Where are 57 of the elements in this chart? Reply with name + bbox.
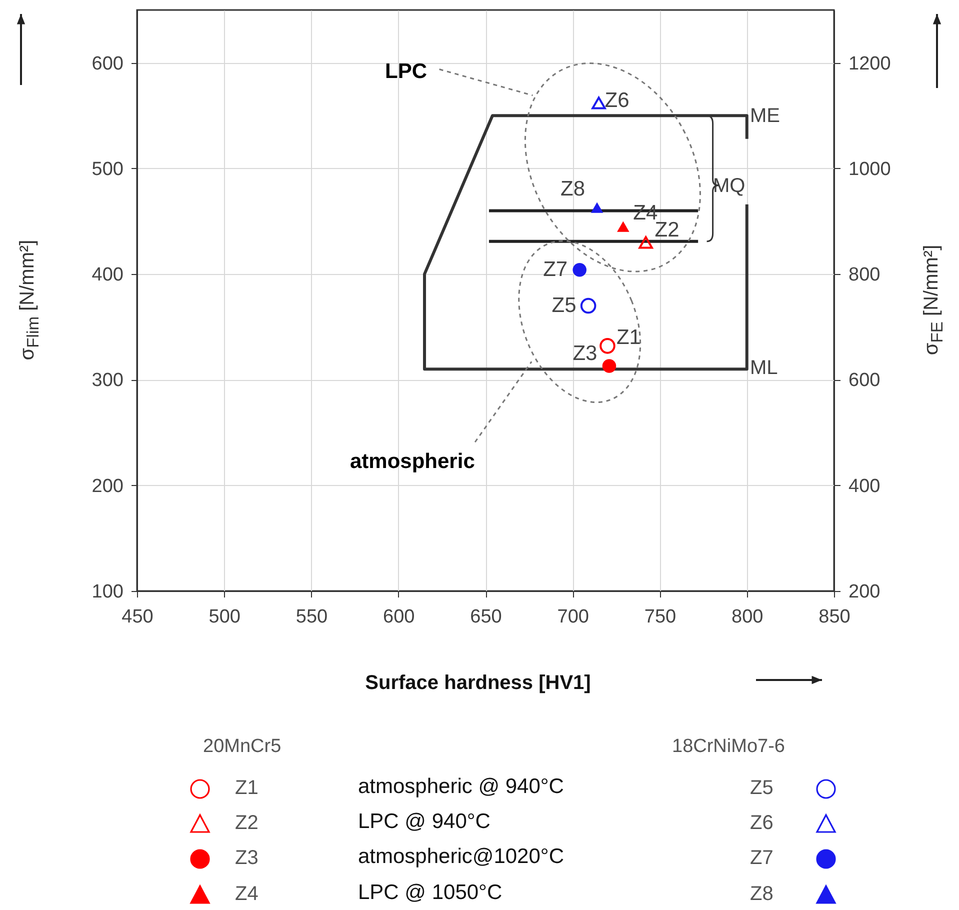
text: atmospheric@1020°C: [358, 845, 564, 869]
x-tick-label: 500: [208, 606, 240, 628]
annotation: MQ: [713, 175, 746, 197]
y2-tick-label: 600: [848, 370, 880, 392]
text: Z1: [616, 326, 641, 349]
annotation: ME: [750, 105, 780, 127]
text: Z5: [750, 777, 774, 799]
x-tick-label: 650: [470, 606, 502, 628]
point: [590, 202, 604, 213]
line-series: [423, 114, 748, 371]
y-tick-label: 200: [92, 476, 124, 497]
y2-tick-label: 200: [848, 582, 880, 602]
y-tick-label: 100: [92, 582, 124, 602]
point: [617, 221, 630, 232]
text: Z7: [750, 847, 774, 869]
y-tick-label: 500: [92, 158, 124, 180]
text: LPC @ 940°C: [358, 810, 490, 834]
y2-tick-label: 400: [848, 476, 880, 497]
legend-label: Z1: [235, 777, 258, 800]
annotation: LPC: [385, 60, 427, 83]
text: 20MnCr5: [203, 736, 282, 758]
x-tick-label: 700: [557, 606, 589, 628]
y2-tick-label: 800: [848, 264, 880, 286]
text: 18CrNiMo7-6: [672, 736, 785, 758]
x-tick-label: 850: [818, 606, 850, 628]
y2-tick-label: 1200: [848, 53, 891, 74]
point: [572, 262, 586, 277]
text: Z2: [654, 218, 680, 242]
point: [638, 236, 653, 249]
point: [592, 96, 606, 110]
legend-label: Z2: [235, 812, 258, 835]
annotation: atmospheric: [350, 450, 476, 473]
series-label: Z6: [604, 88, 630, 112]
text: Z3: [572, 342, 598, 365]
x-tick-label: 750: [644, 606, 676, 628]
x-tick-label: 450: [122, 606, 154, 628]
y2-tick-label: 1000: [848, 158, 891, 180]
series-label: Z7: [543, 258, 568, 281]
text: atmospheric @ 940°C: [358, 775, 564, 799]
legend-label: Z4: [235, 883, 258, 906]
y-tick-label: 300: [92, 370, 124, 392]
point: [580, 298, 596, 314]
legend-label: Z3: [235, 847, 258, 870]
x-axis-title: Surface hardness [HV1]: [365, 672, 591, 695]
y-tick-label: 600: [92, 53, 124, 74]
x-tick-label: 600: [383, 606, 415, 628]
series-label: Z8: [560, 178, 586, 201]
text: Z6: [750, 812, 774, 834]
point: [600, 338, 616, 354]
text: Z8: [750, 883, 774, 905]
point: [602, 359, 616, 373]
text: LPC @ 1050°C: [358, 881, 502, 905]
x-tick-label: 800: [732, 606, 764, 628]
y-tick-label: 400: [92, 264, 124, 286]
x-tick-label: 550: [296, 606, 328, 628]
series-label: Z5: [552, 294, 576, 317]
annotation: ML: [750, 357, 778, 379]
